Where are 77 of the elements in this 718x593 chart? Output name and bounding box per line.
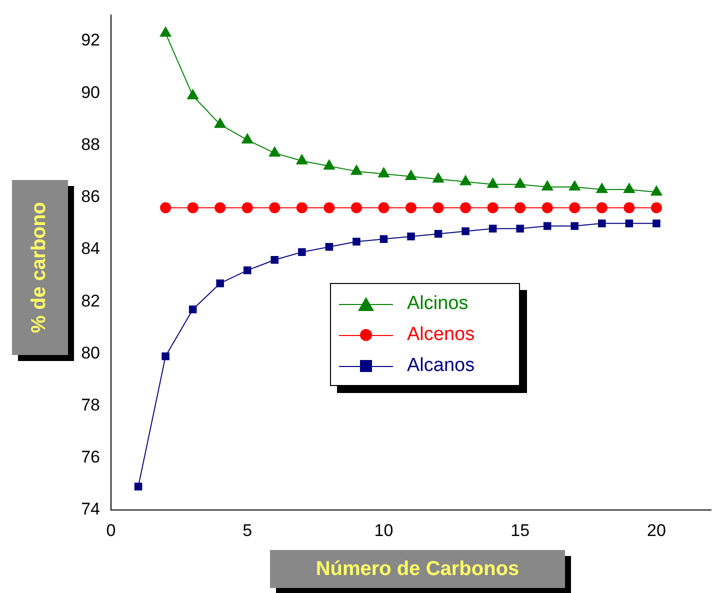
point <box>516 224 524 233</box>
point <box>406 202 416 214</box>
point <box>650 202 662 214</box>
y-tick-label: 92 <box>81 30 100 50</box>
point <box>350 202 362 214</box>
point <box>459 174 472 186</box>
point <box>160 202 172 214</box>
point <box>378 166 390 178</box>
point <box>542 202 553 214</box>
point <box>242 202 253 214</box>
point <box>541 180 554 190</box>
point <box>460 202 472 214</box>
point <box>268 146 281 157</box>
point <box>404 170 418 180</box>
y-tick-label: 84 <box>81 239 100 258</box>
point <box>188 306 197 314</box>
point <box>352 238 360 246</box>
point <box>568 180 581 190</box>
legend-label: Alcenos <box>407 324 475 346</box>
point <box>432 172 444 183</box>
point <box>296 154 308 164</box>
point <box>432 202 444 214</box>
point <box>298 248 306 256</box>
point <box>325 242 334 251</box>
point <box>187 202 198 214</box>
point <box>323 159 336 170</box>
point <box>378 202 390 214</box>
y-tick-label: 88 <box>81 134 100 154</box>
y-tick-label: 86 <box>81 187 100 206</box>
point <box>488 224 497 233</box>
point <box>243 266 252 274</box>
y-axis-title: % de carbono <box>28 202 52 334</box>
point <box>269 202 280 214</box>
point <box>596 182 608 194</box>
point <box>569 202 580 214</box>
x-tick-label: 15 <box>510 520 530 540</box>
x-tick-label: 10 <box>374 520 394 540</box>
x-tick-label: 0 <box>106 520 116 540</box>
point <box>486 177 499 188</box>
point <box>570 222 579 230</box>
y-tick-label: 90 <box>81 82 100 102</box>
point <box>214 117 226 128</box>
point <box>296 202 308 214</box>
y-tick-label: 78 <box>81 395 100 414</box>
point <box>623 182 636 194</box>
x-axis-title: Número de Carbonos <box>316 558 520 580</box>
point <box>650 185 663 196</box>
point <box>487 202 498 214</box>
point <box>241 133 254 144</box>
point <box>270 256 279 264</box>
point <box>434 230 442 238</box>
point <box>216 279 224 288</box>
legend-label: Alcanos <box>407 354 475 376</box>
x-tick-label: 5 <box>242 520 252 540</box>
legend-label: Alcinos <box>407 292 468 314</box>
point <box>624 202 635 214</box>
point <box>652 220 660 228</box>
x-tick-label: 20 <box>646 520 666 540</box>
y-tick-label: 82 <box>81 291 100 310</box>
point <box>407 232 415 240</box>
point <box>514 202 526 214</box>
point <box>598 220 606 228</box>
point <box>162 352 170 360</box>
point <box>159 26 172 37</box>
point <box>543 222 552 230</box>
point <box>324 202 335 214</box>
point <box>186 88 199 100</box>
point <box>462 227 470 236</box>
point <box>514 177 526 188</box>
point <box>350 164 363 175</box>
point <box>380 235 388 243</box>
y-tick-label: 74 <box>81 500 100 519</box>
point <box>596 202 608 214</box>
point <box>625 220 634 228</box>
y-tick-label: 76 <box>81 448 100 467</box>
point <box>214 202 226 214</box>
y-tick-label: 80 <box>81 343 100 362</box>
